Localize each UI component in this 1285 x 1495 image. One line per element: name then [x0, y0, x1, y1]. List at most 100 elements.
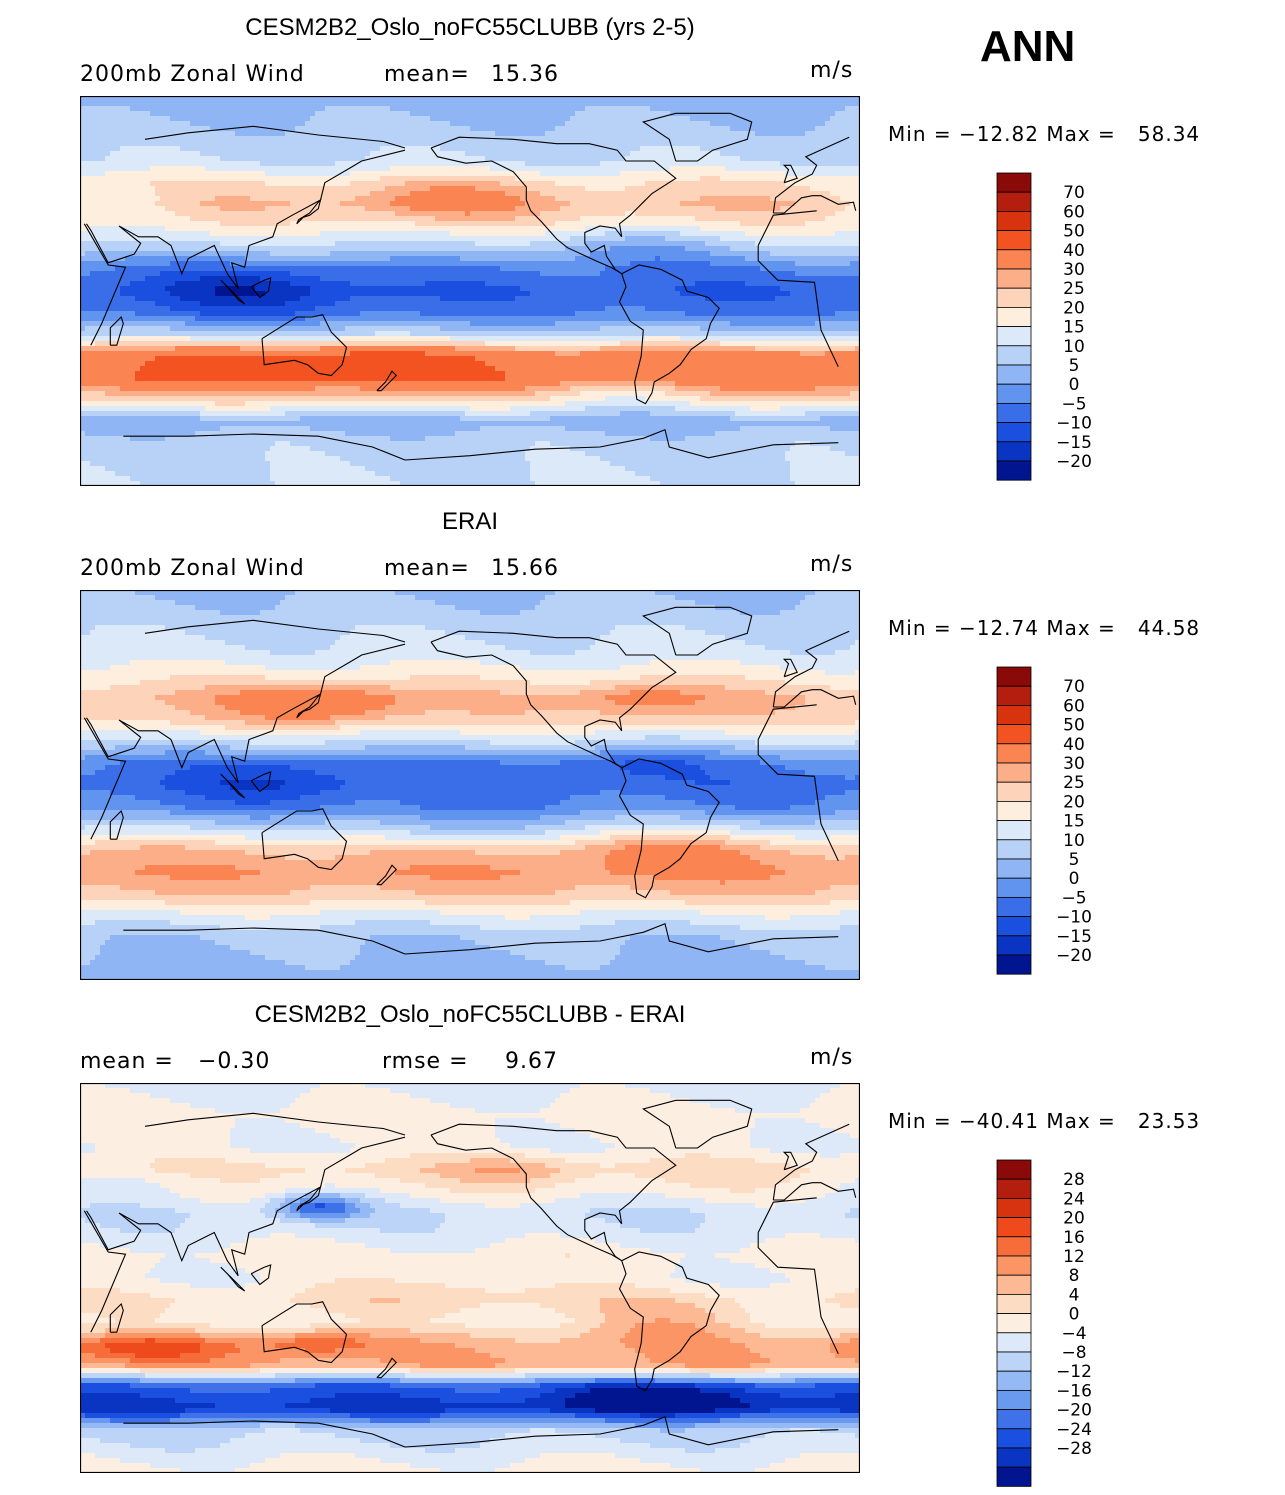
coastline [123, 922, 839, 955]
map-svg [80, 590, 860, 980]
map-svg [80, 96, 860, 486]
colorbar: 28 24 20 16 12 8 4 0 −4 −8 −12 −16 −20 −24 −28 [996, 1159, 1216, 1487]
colorbar: 70 60 50 40 30 25 20 15 10 5 0 −5 −10 −15 −20 [996, 666, 1216, 986]
colorbar-swatch [996, 896, 1032, 917]
coastline [430, 630, 677, 769]
min-max-text: Min = −12.82 Max = 58.34 [888, 122, 1200, 146]
colorbar-swatch [996, 1428, 1032, 1449]
coastline [123, 1415, 839, 1448]
colorbar-swatch [996, 1293, 1032, 1314]
colorbar-swatch [996, 858, 1032, 879]
panel-title: ERAI [0, 508, 940, 536]
coastline [250, 771, 272, 793]
coastline [109, 315, 124, 346]
colorbar-label: 40 [1063, 241, 1085, 261]
colorbar-swatch [996, 1447, 1032, 1468]
colorbar-swatch [996, 172, 1032, 193]
coastline [376, 370, 398, 392]
colorbar-swatch [996, 935, 1032, 956]
colorbar-swatch [996, 230, 1032, 251]
coastline [109, 809, 124, 840]
colorbar-label: 24 [1063, 1189, 1085, 1209]
colorbar-label: 25 [1063, 773, 1085, 793]
colorbar-label: 40 [1063, 735, 1085, 755]
colorbar-label: 0 [1069, 1305, 1080, 1325]
max-label: Max = [1046, 616, 1115, 640]
map-plot [80, 1083, 860, 1473]
colorbar-label: −15 [1056, 433, 1092, 453]
units-label: m/s [810, 58, 853, 83]
colorbar-label: 16 [1063, 1228, 1085, 1248]
colorbar-label: 15 [1063, 318, 1085, 338]
colorbar-swatch [996, 781, 1032, 802]
coastline [430, 136, 677, 275]
colorbar-label: −28 [1056, 1439, 1092, 1459]
colorbar-swatch [996, 1274, 1032, 1295]
coastline [261, 314, 348, 377]
colorbar-swatch [996, 1236, 1032, 1257]
colorbar-swatch [996, 1332, 1032, 1353]
colorbar-label: 25 [1063, 279, 1085, 299]
coastline [220, 1266, 246, 1292]
colorbar-label: −16 [1056, 1381, 1092, 1401]
coastline [296, 692, 322, 719]
colorbar-swatch [996, 877, 1032, 898]
colorbar-swatch [996, 704, 1032, 725]
season-label: ANN [980, 22, 1075, 72]
wind-field [80, 96, 860, 486]
colorbar-swatch [996, 460, 1032, 481]
colorbar-label: 70 [1063, 677, 1085, 697]
max-value: 58.34 [1138, 122, 1200, 146]
colorbar-label: −24 [1056, 1420, 1092, 1440]
colorbar-label: 60 [1063, 696, 1085, 716]
min-value: −12.74 [959, 616, 1039, 640]
max-value: 23.53 [1138, 1109, 1200, 1133]
mean-value: 15.36 [491, 62, 559, 87]
colorbar-swatch [996, 1409, 1032, 1430]
colorbar-swatch [996, 287, 1032, 308]
coastline [83, 1197, 839, 1355]
mean-value: −0.30 [198, 1049, 270, 1074]
map-plot [80, 96, 860, 486]
coastline [782, 658, 798, 678]
panel-title: CESM2B2_Oslo_noFC55CLUBB (yrs 2-5) [0, 14, 940, 42]
variable-label: 200mb Zonal Wind [80, 62, 305, 87]
coastline [144, 1112, 850, 1201]
coastlines [83, 1099, 857, 1448]
min-label: Min = [888, 1109, 952, 1133]
panel-obs: ERAI 200mb Zonal Wind mean= 15.66 m/s Mi… [0, 508, 1285, 1002]
colorbar-label: −5 [1061, 394, 1086, 414]
coastline [261, 1301, 348, 1364]
colorbar-swatch [996, 191, 1032, 212]
coastline [220, 279, 246, 305]
coastline [641, 606, 753, 656]
coastline [83, 704, 839, 862]
min-max-text: Min = −12.74 Max = 44.58 [888, 616, 1200, 640]
colorbar-swatch [996, 954, 1032, 975]
colorbar-label: 50 [1063, 222, 1085, 242]
colorbar-swatch [996, 916, 1032, 937]
colorbar-label: 5 [1069, 850, 1080, 870]
colorbar-label: −20 [1056, 1401, 1092, 1421]
colorbar-swatch [996, 1197, 1032, 1218]
colorbar-label: 20 [1063, 1209, 1085, 1229]
map-svg [80, 1083, 860, 1473]
colorbar-swatch [996, 268, 1032, 289]
coastline [641, 1099, 753, 1149]
colorbar-label: 0 [1069, 375, 1080, 395]
coastline [296, 198, 322, 225]
coastline [83, 210, 839, 368]
max-value: 44.58 [1138, 616, 1200, 640]
coastline [641, 112, 753, 162]
colorbar-swatch [996, 743, 1032, 764]
rmse-value: 9.67 [505, 1049, 558, 1074]
colorbar-label: 30 [1063, 260, 1085, 280]
coastlines [83, 606, 857, 955]
colorbar-label: 5 [1069, 356, 1080, 376]
colorbar-swatch [996, 306, 1032, 327]
colorbar-swatch [996, 839, 1032, 860]
rmse-label: rmse = [382, 1049, 469, 1074]
coastline [618, 1251, 720, 1392]
variable-label: 200mb Zonal Wind [80, 556, 305, 581]
